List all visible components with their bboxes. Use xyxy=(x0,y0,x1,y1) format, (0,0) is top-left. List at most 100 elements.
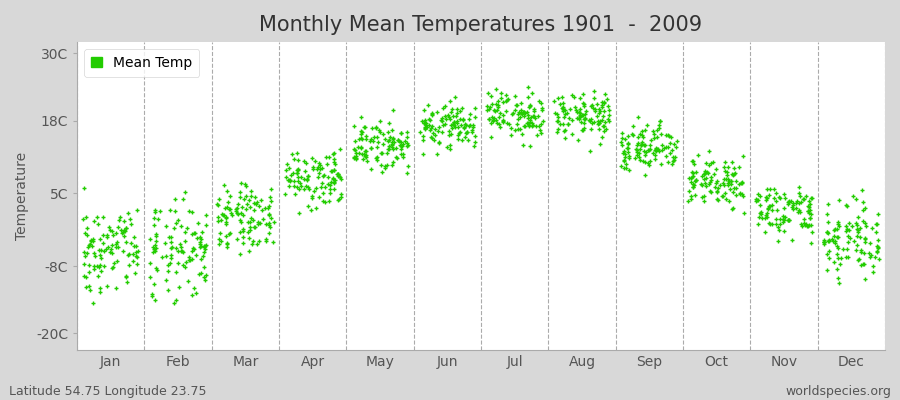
Point xyxy=(278,190,293,197)
Point xyxy=(302,173,316,179)
Point xyxy=(648,146,662,153)
Point xyxy=(702,162,716,168)
Point xyxy=(98,246,112,252)
Point xyxy=(534,130,548,136)
Point xyxy=(179,225,194,231)
Point xyxy=(292,210,306,216)
Point xyxy=(804,195,818,202)
Point xyxy=(394,151,409,157)
Point xyxy=(354,134,368,141)
Point xyxy=(219,215,233,221)
Point xyxy=(567,94,581,100)
Point xyxy=(526,122,540,128)
Point xyxy=(95,240,110,246)
Point xyxy=(713,182,727,188)
Point xyxy=(146,248,160,255)
Point xyxy=(626,132,640,138)
Point xyxy=(437,103,452,109)
Point xyxy=(449,113,464,120)
Point xyxy=(518,110,533,116)
Point xyxy=(850,226,864,233)
Point xyxy=(489,117,503,124)
Point xyxy=(686,183,700,190)
Point xyxy=(508,127,523,133)
Point xyxy=(230,210,244,216)
Point xyxy=(588,108,602,114)
Point xyxy=(850,222,864,228)
Point xyxy=(213,238,228,244)
Point xyxy=(213,229,228,236)
Point xyxy=(689,176,704,183)
Point xyxy=(615,142,629,148)
Point xyxy=(370,157,384,163)
Point xyxy=(93,289,107,295)
Point xyxy=(562,106,577,112)
Point xyxy=(820,251,834,258)
Point xyxy=(216,212,230,218)
Point xyxy=(824,236,839,242)
Point xyxy=(637,141,652,148)
Point xyxy=(649,144,663,151)
Point xyxy=(104,246,119,252)
Point xyxy=(720,169,734,175)
Point xyxy=(327,167,341,174)
Point xyxy=(248,194,262,200)
Point xyxy=(373,129,387,135)
Point xyxy=(773,195,788,201)
Point xyxy=(238,193,253,200)
Point xyxy=(631,140,645,146)
Point xyxy=(634,142,648,148)
Point xyxy=(101,244,115,250)
Point xyxy=(145,293,159,299)
Point xyxy=(452,129,466,136)
Point xyxy=(557,128,572,134)
Point xyxy=(587,95,601,101)
Point xyxy=(575,100,590,106)
Point xyxy=(632,150,646,157)
Point xyxy=(453,129,467,135)
Point xyxy=(820,229,834,236)
Point xyxy=(509,102,524,108)
Point xyxy=(373,118,387,124)
Point xyxy=(254,197,268,203)
Point xyxy=(290,167,304,174)
Point xyxy=(486,118,500,124)
Point xyxy=(760,213,775,220)
Point xyxy=(242,219,256,225)
Point xyxy=(186,285,201,291)
Point xyxy=(332,173,347,179)
Point xyxy=(595,134,609,141)
Point xyxy=(785,236,799,243)
Point xyxy=(375,149,390,156)
Point xyxy=(511,111,526,117)
Point xyxy=(415,133,429,139)
Point xyxy=(736,153,751,159)
Point xyxy=(281,177,295,183)
Point xyxy=(193,239,207,246)
Point xyxy=(621,167,635,174)
Point xyxy=(438,120,453,127)
Point xyxy=(115,229,130,236)
Point xyxy=(327,178,341,185)
Point xyxy=(322,182,337,188)
Point xyxy=(735,191,750,198)
Point xyxy=(804,211,818,218)
Point xyxy=(794,221,808,228)
Point xyxy=(243,224,257,230)
Point xyxy=(448,124,463,130)
Point xyxy=(654,130,669,137)
Point xyxy=(841,246,855,252)
Point xyxy=(380,162,394,168)
Point xyxy=(283,177,297,184)
Point xyxy=(461,136,475,143)
Point xyxy=(660,144,674,150)
Point xyxy=(454,122,468,128)
Point xyxy=(287,156,302,162)
Point xyxy=(483,104,498,110)
Point xyxy=(581,116,596,123)
Point xyxy=(649,148,663,154)
Point xyxy=(505,110,519,116)
Point xyxy=(724,178,738,184)
Point xyxy=(197,249,211,255)
Title: Monthly Mean Temperatures 1901  -  2009: Monthly Mean Temperatures 1901 - 2009 xyxy=(259,15,703,35)
